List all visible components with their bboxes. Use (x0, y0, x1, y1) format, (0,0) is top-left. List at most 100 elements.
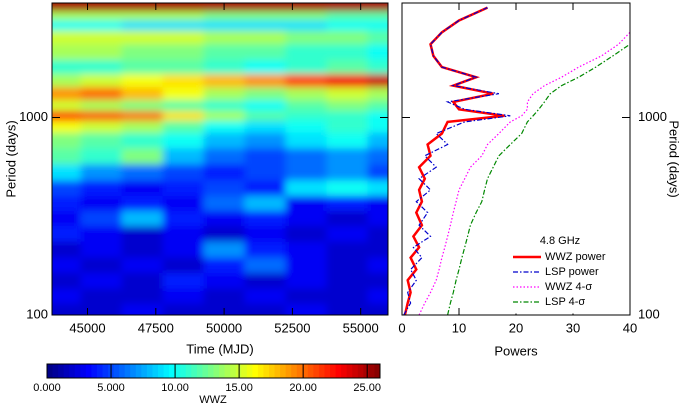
heatmap-cell (121, 86, 164, 101)
colorbar-segment (158, 364, 165, 378)
heatmap-cell (121, 73, 164, 88)
x-axis-label: Powers (494, 343, 538, 358)
colorbar-segment (47, 364, 54, 378)
heatmap-cell (244, 86, 287, 101)
colorbar-tick-label: 15.00 (225, 382, 253, 394)
colorbar-segment (291, 364, 298, 378)
heatmap-cell (52, 225, 82, 242)
colorbar-tick-label: 5.000 (97, 382, 125, 394)
heatmap-cell (121, 210, 164, 227)
heatmap-cell (121, 147, 164, 165)
heatmap-cell (244, 179, 287, 196)
heatmap-cell (326, 3, 369, 12)
colorbar-segment (169, 364, 176, 378)
heatmap-cell (244, 43, 287, 60)
heatmap-cell (162, 256, 205, 273)
colorbar-segment (69, 364, 76, 378)
colorbar-segment (357, 364, 364, 378)
heatmap-cell (52, 99, 82, 112)
heatmap-cell (203, 132, 246, 149)
heatmap-cell (121, 195, 164, 211)
heatmap-cell (52, 241, 82, 258)
colorbar-segment (241, 364, 248, 378)
heatmap-cell (52, 195, 82, 211)
heatmap-cell (80, 195, 123, 211)
colorbar-tick-label: 20.00 (289, 382, 317, 394)
heatmap-cell (162, 10, 205, 21)
heatmap-cell (244, 30, 287, 45)
heatmap-cell (80, 86, 123, 101)
colorbar-segment (252, 364, 259, 378)
heatmap-cell (121, 132, 164, 149)
colorbar-tick-label: 10.00 (161, 382, 189, 394)
heatmap-cell (162, 43, 205, 60)
colorbar-segment (80, 364, 87, 378)
colorbar-segment (135, 364, 142, 378)
colorbar-segment (285, 364, 292, 378)
heatmap-cell (203, 241, 246, 258)
heatmap-cell (244, 241, 287, 258)
heatmap-cell (162, 132, 205, 149)
heatmap-cell (285, 19, 328, 31)
heatmap-cell (285, 241, 328, 258)
colorbar-segment (119, 364, 126, 378)
heatmap-cell (326, 19, 369, 31)
heatmap-cell (244, 10, 287, 21)
heatmap-cell (52, 210, 82, 227)
y-axis-label: Period (days) (3, 120, 18, 197)
colorbar-segment (102, 364, 109, 378)
heatmap-cell (52, 19, 82, 31)
colorbar-segment (330, 364, 337, 378)
heatmap-cell (285, 59, 328, 75)
heatmap-cell (244, 210, 287, 227)
heatmap-cell (52, 303, 82, 315)
colorbar-segment (152, 364, 159, 378)
heatmap-cell (162, 120, 205, 133)
heatmap-cell (326, 147, 369, 165)
heatmap-cell (80, 303, 123, 315)
colorbar-segment (141, 364, 148, 378)
colorbar-segment (352, 364, 359, 378)
line-area (403, 6, 630, 315)
heatmap-cell (285, 43, 328, 60)
colorbar-segment (213, 364, 220, 378)
heatmap-cell (203, 288, 246, 304)
heatmap-cell (367, 73, 388, 88)
x-tick-label: 47500 (138, 320, 174, 335)
heatmap-cell (80, 210, 123, 227)
x-tick-label: 30 (566, 320, 580, 335)
colorbar-segment (313, 364, 320, 378)
heatmap-cell (121, 110, 164, 121)
heatmap-cell (244, 99, 287, 112)
heatmap-cell (367, 19, 388, 31)
heatmap-cell (162, 163, 205, 181)
heatmap-cell (367, 43, 388, 60)
heatmap-cell (121, 120, 164, 133)
colorbar-segment (163, 364, 170, 378)
heatmap-cell (121, 99, 164, 112)
heatmap-cell (367, 3, 388, 12)
heatmap-cell (80, 110, 123, 121)
heatmap-cell (52, 86, 82, 101)
heatmap-cell (121, 3, 164, 12)
heatmap-cell (244, 303, 287, 315)
heatmap-cell (52, 73, 82, 88)
x-tick-label: 10 (452, 320, 466, 335)
heatmap-cell (203, 73, 246, 88)
heatmap-cell (52, 179, 82, 196)
heatmap-cell (80, 132, 123, 149)
heatmap-cell (80, 59, 123, 75)
heatmap-cell (285, 86, 328, 101)
heatmap-cell (121, 59, 164, 75)
heatmap-cell (162, 86, 205, 101)
colorbar-segment (374, 364, 381, 378)
colorbar-segment (74, 364, 81, 378)
heatmap-cell (52, 132, 82, 149)
heatmap-cell (367, 241, 388, 258)
y-axis-label: Period (days) (667, 120, 682, 197)
colorbar-segment (341, 364, 348, 378)
heatmap-cell (326, 10, 369, 21)
colorbar-segment (363, 364, 370, 378)
heatmap-cell (52, 256, 82, 273)
colorbar-segment (224, 364, 231, 378)
